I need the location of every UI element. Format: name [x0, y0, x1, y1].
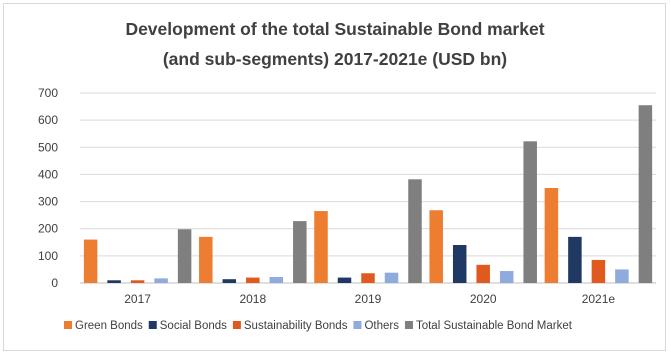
bar-sustainability-bonds	[246, 277, 260, 283]
bar-total-sustainable-bond-market	[523, 141, 537, 283]
legend-label: Green Bonds	[75, 320, 143, 332]
bar-green-bonds	[429, 210, 443, 283]
bar-sustainability-bonds	[361, 273, 375, 283]
gridlines	[80, 92, 656, 284]
legend-label: Sustainability Bonds	[244, 320, 348, 332]
bar-total-sustainable-bond-market	[638, 105, 653, 283]
bar-sustainability-bonds	[591, 259, 606, 283]
legend-swatch	[232, 321, 241, 329]
bar-total-sustainable-bond-market	[177, 229, 192, 283]
legend-label: Social Bonds	[160, 320, 227, 332]
bar-total-sustainable-bond-market	[408, 179, 422, 283]
x-axis-ticks: 2017 2018 2019 2020 2021e	[124, 292, 615, 306]
y-tick-label: 200	[38, 222, 58, 236]
legend-label: Total Sustainable Bond Market	[416, 320, 573, 332]
bar-social-bonds	[107, 280, 121, 283]
y-axis-ticks: 0 100 200 300 400 500 600 700	[38, 86, 58, 290]
x-tick-label: 2021e	[582, 292, 616, 306]
bar-green-bonds	[544, 188, 559, 283]
x-tick-label: 2019	[355, 292, 382, 306]
legend-label: Others	[364, 320, 399, 332]
bar-others	[269, 277, 284, 283]
bar-social-bonds	[452, 245, 467, 283]
y-tick-label: 700	[38, 86, 58, 100]
y-tick-label: 300	[38, 195, 58, 209]
bar-green-bonds	[83, 239, 98, 283]
bar-green-bonds	[314, 211, 328, 283]
x-tick-label: 2020	[470, 292, 497, 306]
x-tick-label: 2017	[124, 292, 151, 306]
y-tick-label: 600	[38, 113, 58, 127]
bar-total-sustainable-bond-market	[293, 221, 307, 283]
chart-frame: Development of the total Sustainable Bon…	[3, 3, 666, 351]
legend-swatch	[404, 321, 413, 329]
bar-social-bonds	[337, 277, 352, 283]
y-tick-label: 100	[38, 249, 58, 263]
bars	[83, 105, 653, 283]
y-tick-label: 500	[38, 140, 58, 154]
y-tick-label: 400	[38, 167, 58, 181]
chart-title-line-1: Development of the total Sustainable Bon…	[125, 19, 544, 39]
legend-swatch	[148, 321, 157, 329]
bar-others	[499, 271, 514, 283]
bar-social-bonds	[568, 236, 582, 283]
bar-others	[154, 278, 168, 283]
legend: Green Bonds Social Bonds Sustainability Bo…	[64, 320, 573, 332]
y-tick-label: 0	[51, 276, 58, 290]
legend-swatch	[353, 321, 362, 329]
bar-others	[615, 269, 629, 283]
chart-title-line-2: (and sub-segments) 2017-2021e (USD bn)	[163, 49, 507, 69]
bar-social-bonds	[222, 279, 237, 283]
bar-others	[384, 272, 399, 283]
bar-sustainability-bonds	[130, 280, 145, 283]
bar-green-bonds	[199, 236, 213, 283]
bar-sustainability-bonds	[476, 264, 490, 283]
bar-chart: Development of the total Sustainable Bon…	[38, 19, 656, 332]
x-tick-label: 2018	[239, 292, 266, 306]
legend-swatch	[64, 321, 72, 329]
